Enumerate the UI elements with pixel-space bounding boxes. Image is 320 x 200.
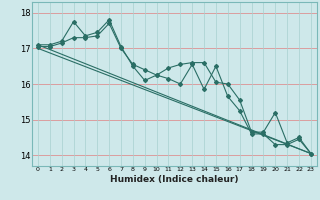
X-axis label: Humidex (Indice chaleur): Humidex (Indice chaleur) (110, 175, 239, 184)
